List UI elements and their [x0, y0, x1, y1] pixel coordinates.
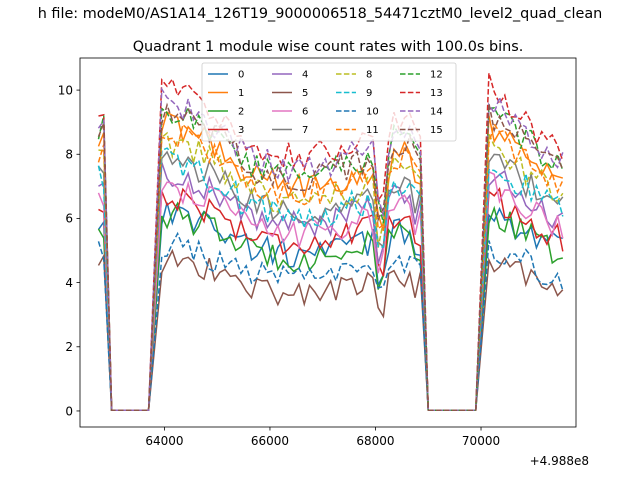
chart-title: Quadrant 1 module wise count rates with …	[133, 39, 524, 55]
y-tick-label: 10	[58, 83, 73, 97]
legend-label: 10	[366, 107, 379, 118]
legend-label: 12	[430, 70, 443, 81]
legend-label: 6	[302, 107, 308, 118]
x-tick-label: 66000	[251, 434, 289, 448]
legend-label: 13	[430, 88, 443, 99]
y-tick-label: 8	[65, 148, 73, 162]
series-line-0	[97, 202, 564, 412]
series-layer	[97, 72, 564, 412]
series-line-3	[98, 187, 564, 412]
legend-label: 15	[430, 125, 443, 136]
legend-label: 2	[238, 107, 244, 118]
legend-label: 7	[302, 125, 308, 136]
series-line-8	[98, 131, 564, 412]
legend-label: 5	[302, 88, 308, 99]
series-line-15	[97, 102, 564, 412]
legend-label: 4	[302, 70, 308, 81]
y-tick-label: 4	[65, 276, 73, 290]
chart-suptitle: h file: modeM0/AS1A14_126T19_9000006518_…	[38, 6, 603, 22]
y-tick-label: 2	[65, 340, 73, 354]
x-offset-label: +4.988e8	[530, 454, 589, 468]
x-tick-label: 68000	[356, 434, 394, 448]
legend-label: 8	[366, 70, 372, 81]
legend-box	[201, 62, 457, 142]
legend-label: 9	[366, 88, 372, 99]
series-line-11	[97, 122, 564, 412]
y-tick-label: 0	[65, 404, 73, 418]
series-line-7	[97, 150, 564, 412]
series-line-10	[97, 231, 564, 412]
axes: 64000 66000 68000 70000 0 2 4 6 8 10	[58, 83, 500, 448]
y-tick-label: 6	[65, 212, 73, 226]
x-tick-label: 70000	[462, 434, 500, 448]
series-line-9	[97, 147, 564, 412]
x-tick-label: 64000	[145, 434, 183, 448]
legend-label: 1	[238, 88, 244, 99]
series-line-13	[98, 72, 564, 412]
legend-label: 0	[238, 70, 244, 81]
series-line-4	[98, 162, 564, 412]
series-line-5	[97, 248, 564, 412]
legend-label: 11	[366, 125, 379, 136]
series-line-2	[97, 201, 563, 412]
plot-frame	[79, 57, 577, 428]
legend-label: 3	[238, 125, 244, 136]
legend-label: 14	[430, 107, 443, 118]
